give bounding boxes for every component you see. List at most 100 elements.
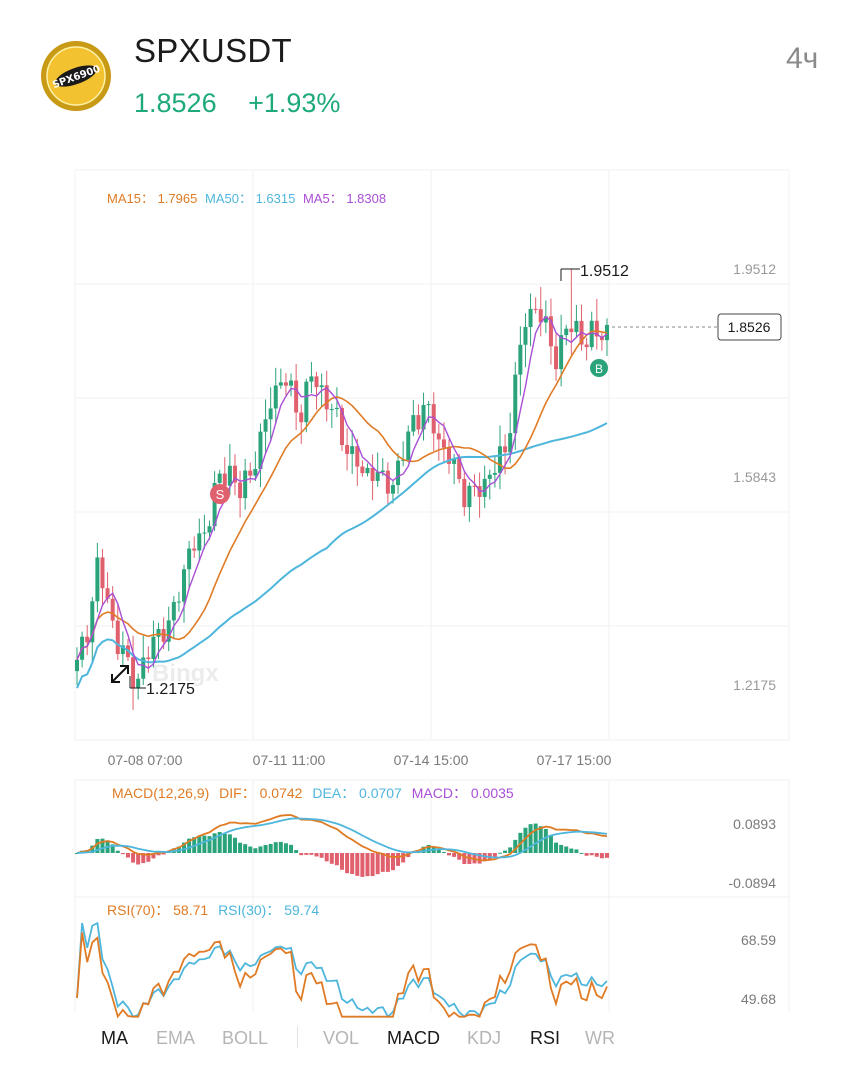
rsi-legend: RSI(70)： 58.71 RSI(30)： 59.74 xyxy=(107,902,319,918)
candle-body xyxy=(554,346,559,370)
macd-hist-bar xyxy=(120,853,125,855)
candle-body xyxy=(156,628,161,637)
macd-hist-bar xyxy=(207,836,212,853)
macd-y-tick-label: 0.0893 xyxy=(733,816,776,832)
ma50-label: MA50： xyxy=(205,191,252,206)
candle-body xyxy=(248,470,253,476)
macd-hist-bar xyxy=(564,846,569,853)
tab-divider xyxy=(297,1026,298,1048)
macd-hist-bar xyxy=(513,839,518,853)
candle-body xyxy=(253,469,258,476)
buy-signal-marker[interactable]: B xyxy=(590,359,608,377)
macd-value: 0.0035 xyxy=(471,785,514,801)
candlesticks xyxy=(75,269,609,710)
macd-legend: MACD(12,26,9) DIF： 0.0742 DEA： 0.0707 MA… xyxy=(112,785,514,801)
macd-hist-bar xyxy=(457,853,462,860)
macd-hist-bar xyxy=(319,853,324,858)
candle-body xyxy=(523,326,528,345)
sell-signal-marker[interactable]: S xyxy=(210,484,230,504)
candle-body xyxy=(319,385,324,388)
ma5-line xyxy=(76,315,608,669)
macd-hist-bar xyxy=(314,853,319,857)
expand-arrow-icon[interactable] xyxy=(111,665,129,683)
candle-body xyxy=(548,316,553,347)
ma50-line xyxy=(76,422,608,689)
candle-body xyxy=(487,474,492,479)
tab-rsi[interactable]: RSI xyxy=(530,1028,561,1048)
candle-body xyxy=(467,485,472,508)
candle-body xyxy=(416,415,421,430)
candle-body xyxy=(380,470,385,473)
macd-hist-bar xyxy=(528,824,533,853)
macd-hist-bar xyxy=(100,838,105,853)
macd-hist-bar xyxy=(299,853,304,856)
macd-hist-bar xyxy=(278,841,283,853)
candle-body xyxy=(390,485,395,494)
macd-hist-bar xyxy=(309,853,314,855)
macd-hist-bar xyxy=(212,833,217,853)
buy-marker-label: B xyxy=(595,362,603,376)
macd-hist-bar xyxy=(579,852,584,854)
tab-boll[interactable]: BOLL xyxy=(222,1028,269,1048)
low-marker: 1.2175 xyxy=(129,676,195,698)
tab-ma[interactable]: MA xyxy=(101,1028,128,1048)
moving-averages xyxy=(76,315,608,689)
candle-body xyxy=(171,601,176,621)
macd-hist-bar xyxy=(329,853,334,864)
rsi30-label: RSI(30)： xyxy=(218,902,280,918)
candle-body xyxy=(243,470,248,499)
rsi-y-tick-label: 49.68 xyxy=(741,991,776,1007)
macd-hist-bar xyxy=(304,853,309,855)
macd-hist-bar xyxy=(365,853,370,877)
candle-body xyxy=(161,628,166,642)
macd-hist-bar xyxy=(441,852,446,854)
ma15-line xyxy=(76,330,608,661)
price-line: 1.8526 +1.93% xyxy=(134,88,364,119)
y-tick-label: 1.5843 xyxy=(733,469,776,485)
macd-hist-bar xyxy=(187,838,192,853)
macd-hist-bar xyxy=(497,852,502,854)
current-price-label: 1.8526 xyxy=(728,319,771,335)
macd-hist-bar xyxy=(385,853,390,872)
macd-hist-bar xyxy=(574,849,579,853)
x-tick-label: 07-08 07:00 xyxy=(108,752,183,768)
macd-hist-bar xyxy=(508,847,513,853)
candle-body xyxy=(365,467,370,474)
macd-hist-bar xyxy=(227,834,232,853)
candle-body xyxy=(589,320,594,348)
macd-hist-bar xyxy=(283,843,288,853)
macd-hist-bar xyxy=(324,853,329,862)
high-marker: 1.9512 xyxy=(560,263,629,281)
macd-hist-bar xyxy=(258,846,263,853)
candle-body xyxy=(258,431,263,470)
timeframe-selector[interactable]: 4ч xyxy=(786,42,819,75)
dif-value: 0.0742 xyxy=(260,785,303,801)
macd-hist-bar xyxy=(543,828,548,853)
x-tick-label: 07-17 15:00 xyxy=(537,752,612,768)
current-price-box xyxy=(717,313,782,341)
y-tick-label: 1.2175 xyxy=(733,677,776,693)
candle-body xyxy=(482,478,487,497)
x-tick-label: 07-11 11:00 xyxy=(253,752,326,768)
tab-vol[interactable]: VOL xyxy=(323,1028,360,1048)
macd-hist-bar xyxy=(559,844,564,853)
candle-body xyxy=(594,320,599,337)
ma15-label: MA15： xyxy=(107,191,154,206)
candle-body xyxy=(202,532,207,534)
tab-kdj[interactable]: KDJ xyxy=(467,1028,502,1048)
y-tick-label: 1.9512 xyxy=(733,261,776,277)
ma50-value: 1.6315 xyxy=(256,191,296,206)
macd-hist-bar xyxy=(452,853,457,857)
ma-legend: MA15： 1.7965 MA50： 1.6315 MA5： 1.8308 xyxy=(107,191,386,206)
macd-hist-bar xyxy=(390,853,395,871)
candle-body xyxy=(95,557,100,602)
candle-body xyxy=(232,465,237,483)
price-change: +1.93% xyxy=(248,88,341,118)
rsi-plot xyxy=(76,921,608,1019)
tab-macd[interactable]: MACD xyxy=(387,1028,440,1048)
chart-area[interactable]: MA15： 1.7965 MA50： 1.6315 MA5： 1.8308 Bi… xyxy=(0,0,864,1020)
tab-ema[interactable]: EMA xyxy=(156,1028,196,1048)
candle-body xyxy=(508,433,513,453)
tab-wr[interactable]: WR xyxy=(585,1028,615,1048)
candle-body xyxy=(273,385,278,409)
